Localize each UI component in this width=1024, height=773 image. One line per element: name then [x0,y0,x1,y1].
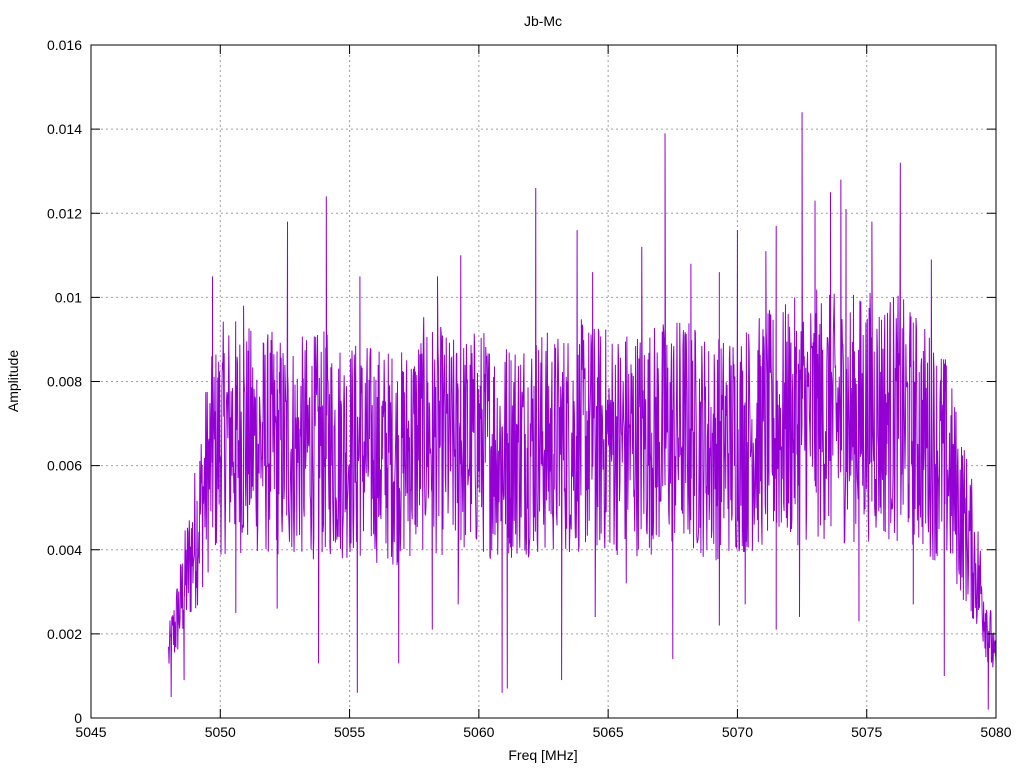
y-tick-label: 0.014 [47,121,82,137]
x-tick-label: 5080 [980,724,1011,740]
y-tick-label: 0.008 [47,374,82,390]
y-tick-label: 0.006 [47,458,82,474]
x-axis-label: Freq [MHz] [508,747,577,763]
y-tick-label: 0.002 [47,626,82,642]
x-tick-label: 5050 [205,724,236,740]
x-tick-label: 5070 [722,724,753,740]
y-tick-label: 0.004 [47,542,82,558]
y-tick-label: 0 [74,710,82,726]
axes [90,44,997,719]
x-tick-label: 5075 [851,724,882,740]
y-axis-tick-labels: 0 0.002 0.004 0.006 0.008 0.01 0.012 0.014 0.016 [47,37,82,726]
x-tick-label: 5045 [75,724,106,740]
x-tick-label: 5060 [463,724,494,740]
y-tick-label: 0.01 [55,289,82,305]
y-axis-label: Amplitude [5,350,21,412]
y-tick-label: 0.012 [47,205,82,221]
chart-title: Jb-Mc [524,13,562,29]
x-axis-tick-labels: 5045 5050 5055 5060 5065 5070 5075 5080 [75,724,1011,740]
series-line [168,112,997,710]
y-tick-label: 0.016 [47,37,82,53]
x-tick-label: 5055 [334,724,365,740]
series-path [168,112,997,710]
x-tick-label: 5065 [593,724,624,740]
